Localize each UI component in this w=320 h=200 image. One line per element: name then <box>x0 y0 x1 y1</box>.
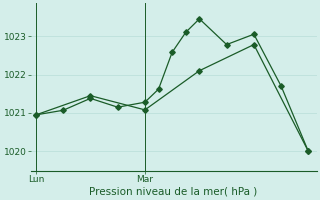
X-axis label: Pression niveau de la mer( hPa ): Pression niveau de la mer( hPa ) <box>89 187 258 197</box>
